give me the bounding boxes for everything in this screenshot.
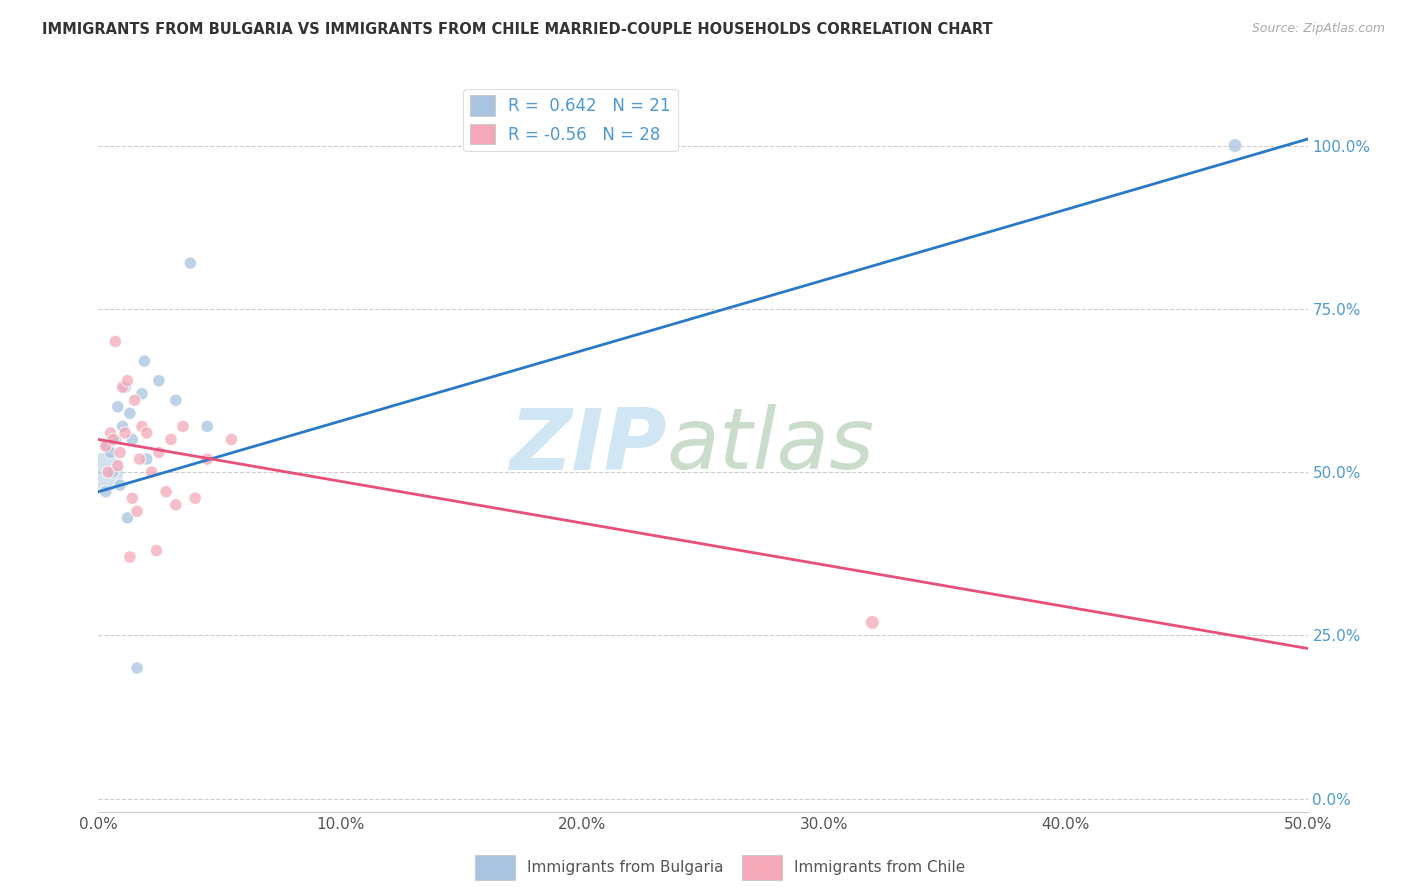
Point — [179, 256, 201, 270]
Point — [118, 406, 141, 420]
Point — [100, 445, 122, 459]
Point — [121, 491, 143, 506]
Point — [135, 425, 157, 440]
Point — [104, 433, 127, 447]
Text: Source: ZipAtlas.com: Source: ZipAtlas.com — [1251, 22, 1385, 36]
Point — [117, 511, 139, 525]
Point — [97, 439, 120, 453]
Point — [114, 425, 136, 440]
Point — [127, 504, 149, 518]
Point — [134, 354, 156, 368]
Point — [148, 445, 170, 459]
Point — [121, 433, 143, 447]
Point — [860, 615, 883, 630]
Point — [135, 452, 157, 467]
Point — [111, 380, 134, 394]
Point — [101, 433, 124, 447]
Point — [165, 498, 187, 512]
Point — [91, 465, 114, 479]
Point — [127, 661, 149, 675]
Point — [101, 465, 124, 479]
Text: ZIP: ZIP — [509, 404, 666, 488]
Point — [94, 439, 117, 453]
Point — [221, 433, 243, 447]
Text: Immigrants from Chile: Immigrants from Chile — [794, 860, 966, 874]
Point — [94, 484, 117, 499]
Point — [128, 452, 150, 467]
Point — [155, 484, 177, 499]
Point — [195, 452, 218, 467]
Text: atlas: atlas — [666, 404, 875, 488]
Point — [124, 393, 146, 408]
Point — [184, 491, 207, 506]
Point — [111, 419, 134, 434]
Point — [118, 549, 141, 564]
Point — [148, 374, 170, 388]
Point — [117, 374, 139, 388]
Point — [1223, 138, 1246, 153]
Point — [114, 380, 136, 394]
Point — [131, 419, 153, 434]
Point — [108, 445, 131, 459]
Point — [97, 465, 120, 479]
Point — [107, 400, 129, 414]
Legend: R =  0.642   N = 21, R = -0.56   N = 28: R = 0.642 N = 21, R = -0.56 N = 28 — [464, 88, 678, 151]
Text: IMMIGRANTS FROM BULGARIA VS IMMIGRANTS FROM CHILE MARRIED-COUPLE HOUSEHOLDS CORR: IMMIGRANTS FROM BULGARIA VS IMMIGRANTS F… — [42, 22, 993, 37]
Text: Immigrants from Bulgaria: Immigrants from Bulgaria — [527, 860, 724, 874]
Point — [172, 419, 194, 434]
Point — [104, 334, 127, 349]
Point — [195, 419, 218, 434]
Point — [145, 543, 167, 558]
Point — [131, 386, 153, 401]
Point — [160, 433, 183, 447]
Point — [107, 458, 129, 473]
Point — [165, 393, 187, 408]
Point — [100, 425, 122, 440]
Point — [141, 465, 163, 479]
Point — [108, 478, 131, 492]
